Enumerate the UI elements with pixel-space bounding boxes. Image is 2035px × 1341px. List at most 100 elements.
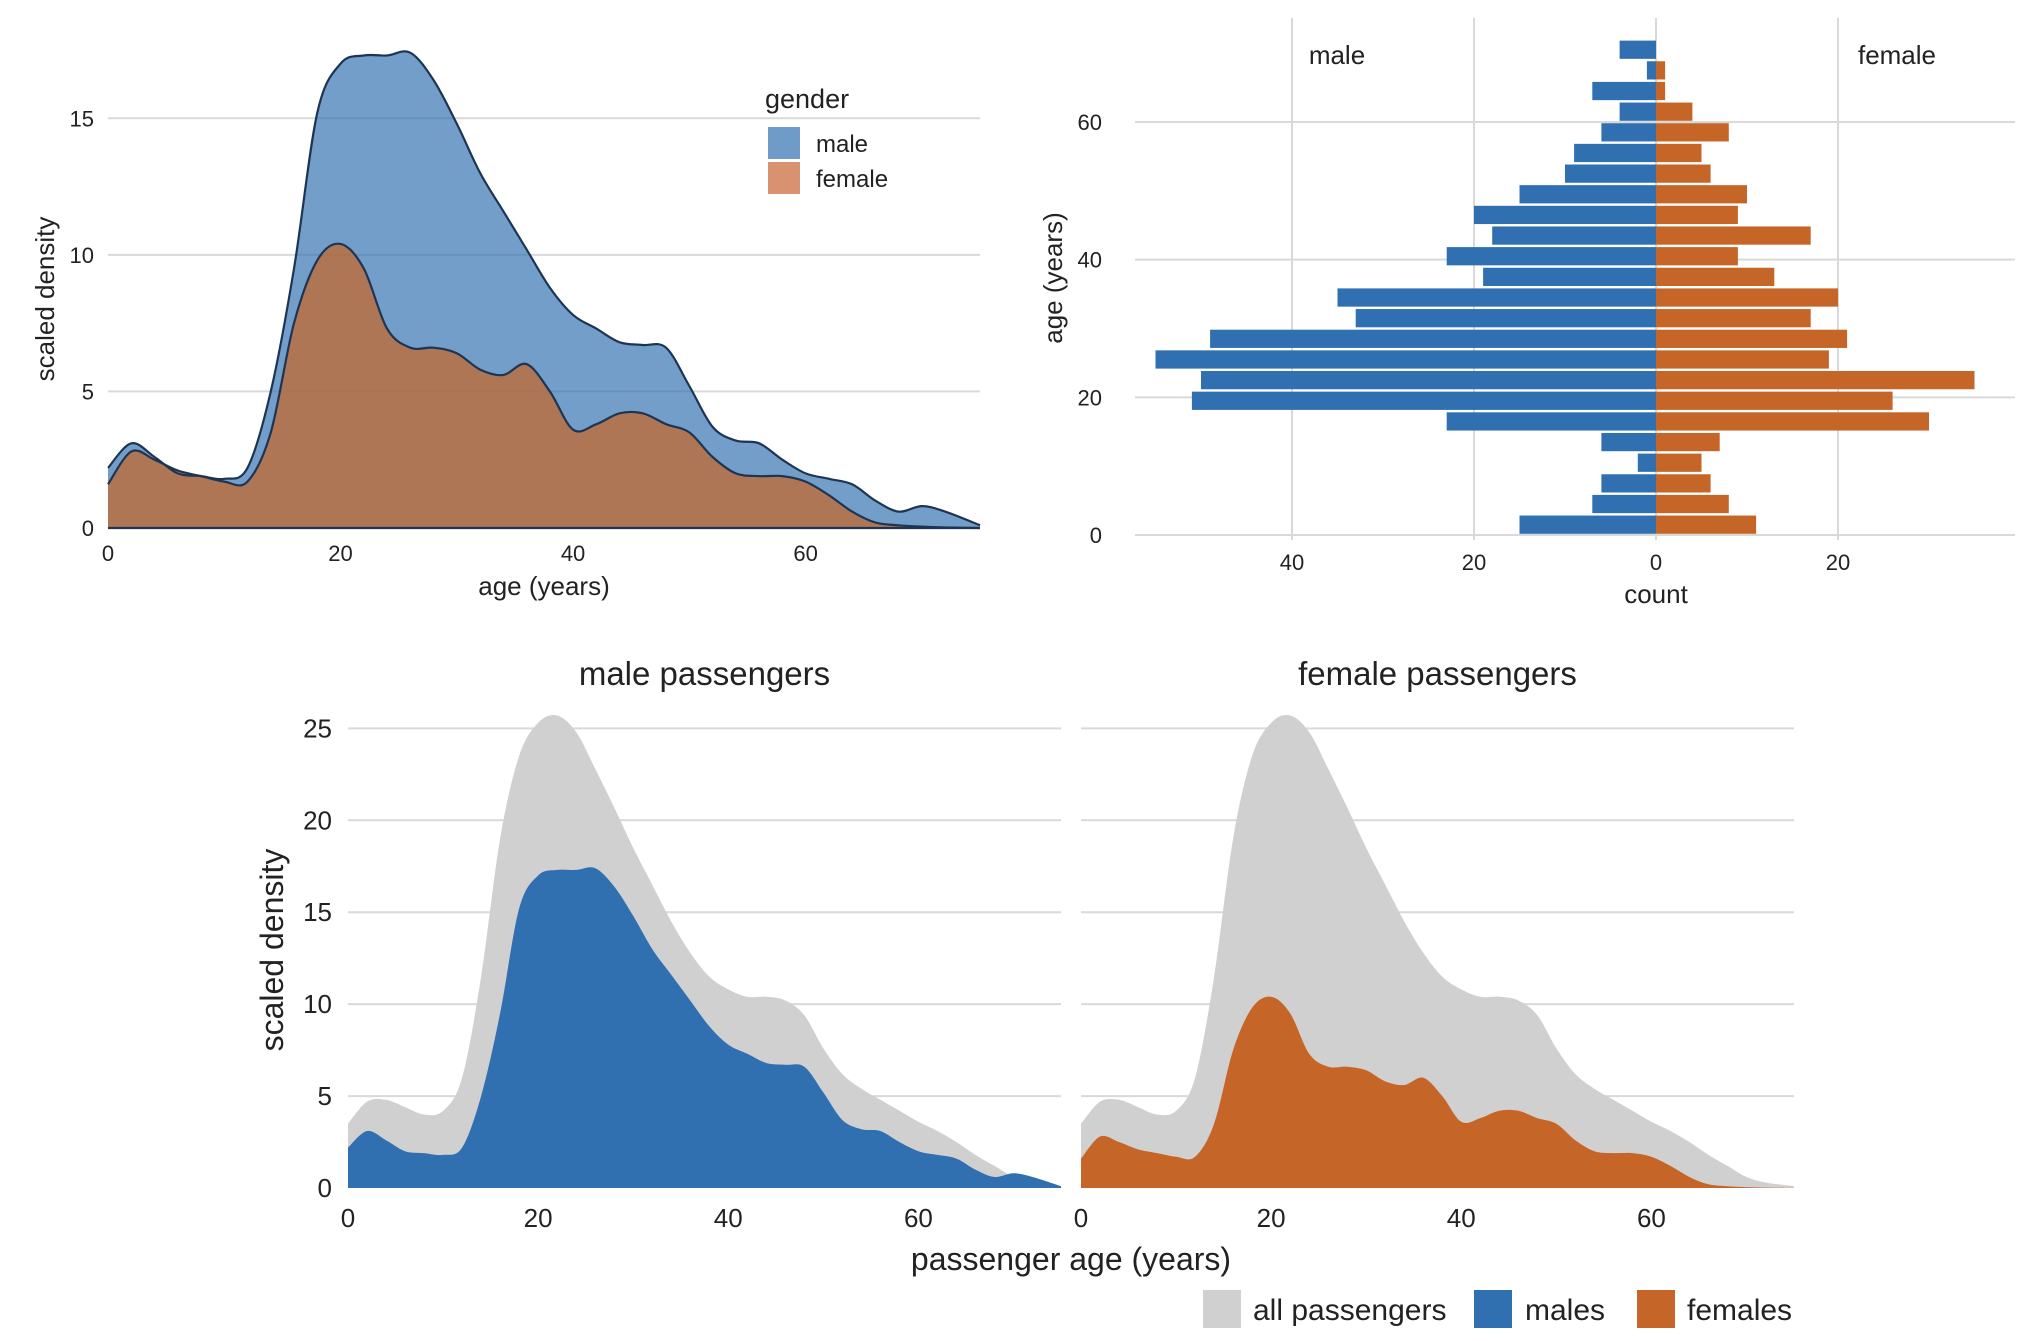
panel-a-female-outline: [107, 242, 981, 530]
legend-label-females: females: [1687, 1294, 1792, 1327]
panel-b-female-bar: [1656, 123, 1729, 142]
panel-a-xtick-label: 0: [102, 541, 114, 566]
panel-c-female-xtick-label: 40: [1447, 1203, 1476, 1233]
panel-a-ytick-label: 5: [82, 379, 94, 404]
panel-c-male-xtick-label: 20: [524, 1203, 553, 1233]
panel-a-x-axis-title: age (years): [478, 571, 610, 601]
panel-b-female-bar: [1656, 371, 1975, 390]
panel-b-male-bar: [1519, 185, 1656, 204]
panel-b-female-bar: [1656, 205, 1738, 225]
panel-b-female-bar: [1656, 391, 1893, 410]
panel-b-y-axis-title: age (years): [1038, 212, 1068, 344]
panel-b-female-bar: [1656, 61, 1666, 80]
panel-b-female-bar: [1656, 185, 1747, 204]
panel-b-male-bar: [1601, 474, 1656, 493]
panel-b-male-bar: [1646, 61, 1656, 80]
panel-b-ytick-label: 20: [1078, 385, 1102, 410]
panel-b-female-bar: [1656, 453, 1702, 472]
legend-swatch-all-passengers: [1203, 1290, 1241, 1328]
panel-b-ytick-label: 40: [1078, 248, 1102, 273]
legend-label-males: males: [1525, 1294, 1605, 1327]
panel-b-male-bar: [1474, 205, 1656, 225]
panel-a-xtick-label: 20: [328, 541, 352, 566]
panel-c-male-ytick-label: 5: [318, 1081, 332, 1111]
panel-b-facet-label-male: male: [1309, 40, 1365, 70]
panel-b-male-bar: [1492, 226, 1656, 245]
panel-c-female-xtick-label: 20: [1257, 1203, 1286, 1233]
panel-b-male-bar: [1601, 123, 1656, 142]
panel-c-female-xtick-label: 60: [1637, 1203, 1666, 1233]
panel-c-male-ytick-label: 10: [303, 989, 332, 1019]
panel-b-male-bar: [1519, 515, 1656, 534]
panel-c-male-ytick-label: 0: [318, 1173, 332, 1203]
legend-label-all-passengers: all passengers: [1253, 1294, 1446, 1327]
panel-c-male-xtick-label: 0: [341, 1203, 355, 1233]
panel-b-female-bar: [1656, 494, 1729, 514]
panel-b-male-bar: [1619, 102, 1656, 121]
panel-a-density-chart: 0 5 10 15 0 20 40 60 age (years) scaled density ge…: [30, 50, 981, 601]
panel-b-xtick-label: 20: [1826, 550, 1850, 575]
panel-b-male-bar: [1601, 432, 1656, 452]
panel-c-male-ytick-label: 20: [303, 805, 332, 835]
panel-c-female-female-area: [1081, 996, 1794, 1188]
panel-c-male-xtick-label: 60: [904, 1203, 933, 1233]
panel-b-male-bar: [1483, 267, 1656, 286]
panel-a-male-outline: [107, 50, 981, 527]
panel-b-female-bar: [1656, 164, 1711, 183]
panel-b-ytick-label: 0: [1090, 523, 1102, 548]
panel-b-female-bar: [1656, 350, 1829, 369]
panel-b-xtick-label: 0: [1650, 550, 1662, 575]
panel-b-male-bar: [1446, 247, 1656, 266]
panel-b-female-bar: [1656, 267, 1775, 286]
legend-swatch-female: [768, 162, 800, 194]
panel-b-pyramid-chart: 40 20 0 20 0 20 40 60 count age (years) male female: [1038, 18, 2015, 609]
panel-b-male-bar: [1592, 81, 1656, 101]
panel-a-legend: gender male female: [765, 84, 888, 194]
panel-b-male-bar: [1201, 371, 1656, 390]
panel-b-female-bar: [1656, 288, 1838, 307]
panel-b-male-bar: [1574, 143, 1656, 163]
legend-label-male: male: [816, 131, 868, 158]
panel-b-female-bar: [1656, 226, 1811, 245]
panel-b-female-bar: [1656, 515, 1757, 534]
panel-b-ytick-label: 60: [1078, 110, 1102, 135]
panel-b-female-bar: [1656, 309, 1811, 328]
panel-a-xtick-label: 60: [793, 541, 817, 566]
legend-title: gender: [765, 84, 849, 114]
panel-b-male-bar: [1337, 288, 1656, 307]
panel-b-xtick-label: 20: [1462, 550, 1486, 575]
panel-b-facet-label-female: female: [1858, 40, 1936, 70]
panel-c-female-chart: 0 20 40 60 female passengers: [1074, 655, 1794, 1233]
panel-b-male-bar: [1565, 164, 1656, 183]
panel-a-ytick-label: 0: [82, 516, 94, 541]
panel-a-female-area: [108, 243, 980, 529]
panel-b-male-bar: [1619, 40, 1656, 59]
panel-a-y-axis-title: scaled density: [30, 217, 60, 382]
panel-a-ytick-label: 15: [70, 106, 94, 131]
legend-label-female: female: [816, 166, 888, 193]
panel-b-female-bar: [1656, 329, 1848, 348]
panel-b-female-bar: [1656, 432, 1720, 452]
legend-swatch-males: [1474, 1290, 1512, 1328]
panel-b-male-bar: [1637, 453, 1656, 472]
panel-b-xtick-label: 40: [1280, 550, 1304, 575]
panel-c-legend: all passengers males females: [1203, 1290, 1792, 1328]
panel-c-male-ytick-label: 15: [303, 897, 332, 927]
panel-a-xtick-label: 40: [561, 541, 585, 566]
panel-c-female-xtick-label: 0: [1074, 1203, 1088, 1233]
panel-b-male-bar: [1210, 329, 1656, 348]
panel-b-male-bar: [1446, 412, 1656, 431]
panel-c-female-title: female passengers: [1298, 655, 1577, 692]
panel-b-female-bar: [1656, 247, 1738, 266]
panel-b-female-bar: [1656, 412, 1929, 431]
panel-b-female-bar: [1656, 102, 1693, 121]
panel-b-female-bar: [1656, 474, 1711, 493]
legend-swatch-females: [1637, 1290, 1675, 1328]
panel-b-male-bar: [1191, 391, 1656, 410]
panel-b-female-bar: [1656, 81, 1666, 101]
panel-c-y-axis-title: scaled density: [254, 849, 290, 1052]
legend-swatch-male: [768, 127, 800, 159]
panel-c-male-xtick-label: 40: [714, 1203, 743, 1233]
panel-a-ytick-label: 10: [70, 243, 94, 268]
